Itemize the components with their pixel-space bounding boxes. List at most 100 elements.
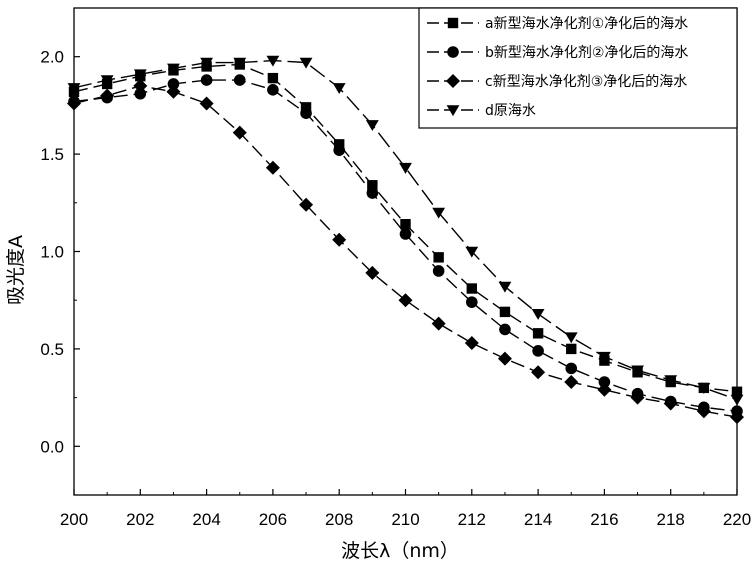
data-point	[333, 144, 346, 157]
x-tick-label: 210	[391, 510, 419, 529]
data-point	[532, 328, 544, 339]
data-point	[532, 345, 544, 357]
y-tick-label: 1.5	[40, 145, 64, 164]
x-axis-title: 波长λ（nm）	[341, 540, 459, 561]
data-point	[432, 265, 445, 277]
data-point	[631, 365, 644, 377]
data-point	[499, 323, 511, 336]
data-point	[663, 396, 678, 411]
data-point	[266, 55, 280, 67]
data-point	[564, 332, 578, 344]
data-point	[200, 57, 213, 69]
data-point	[267, 72, 279, 84]
series-line	[73, 59, 738, 401]
data-point	[598, 351, 611, 363]
x-tick-label: 206	[259, 510, 287, 529]
data-point	[464, 336, 479, 351]
data-point	[398, 293, 413, 308]
data-point	[399, 162, 412, 174]
data-point	[697, 383, 711, 394]
data-point	[497, 351, 512, 366]
data-point	[233, 74, 246, 86]
y-axis-title: 吸光度A	[5, 235, 27, 305]
series-line	[73, 79, 738, 412]
x-tick-label: 212	[458, 510, 486, 529]
data-point	[167, 78, 180, 90]
x-tick-label: 216	[590, 510, 618, 529]
legend-item: c新型海水净化剂③净化后的海水	[427, 74, 687, 90]
legend-label: d原海水	[485, 103, 536, 119]
y-tick-label: 1.0	[40, 243, 64, 262]
data-point	[232, 125, 247, 140]
data-point	[366, 187, 379, 199]
series-line	[73, 85, 738, 418]
data-point	[200, 74, 213, 86]
axis-ticks: 200 202 204 206 208 210 212 214 216 218 220 0.0 0.5 1…	[40, 7, 751, 529]
data-point	[233, 57, 247, 69]
data-point	[431, 316, 446, 331]
data-point	[597, 382, 612, 397]
data-point	[730, 394, 744, 406]
data-point	[100, 75, 114, 87]
series-triangle-down	[67, 55, 744, 406]
data-point	[299, 197, 314, 212]
data-point	[299, 57, 313, 69]
data-point	[167, 63, 180, 75]
data-point	[332, 83, 346, 94]
legend-label: c新型海水净化剂③净化后的海水	[485, 74, 687, 90]
y-tick-label: 0.5	[40, 340, 64, 359]
y-tick-label: 2.0	[40, 48, 64, 67]
data-point	[166, 84, 181, 99]
data-point	[466, 283, 477, 294]
data-point	[433, 252, 444, 263]
legend-box	[418, 7, 738, 129]
data-point	[465, 246, 479, 258]
x-tick-label: 214	[524, 510, 552, 529]
data-point	[531, 309, 545, 320]
data-point	[133, 69, 147, 81]
data-point	[334, 139, 345, 150]
legend-marker	[447, 17, 459, 29]
data-point	[466, 296, 478, 308]
legend-item: b新型海水净化剂②净化后的海水	[427, 45, 688, 61]
data-point	[100, 88, 115, 103]
data-point	[133, 78, 148, 93]
data-point	[365, 120, 379, 131]
data-point	[564, 375, 579, 390]
data-point	[365, 265, 380, 280]
data-point	[399, 228, 412, 240]
data-point	[696, 404, 711, 419]
data-point	[400, 219, 411, 230]
legend: a新型海水净化剂①净化后的海水 b新型海水净化剂②净化后的海水 c新型海水净化剂③净…	[418, 7, 738, 129]
legend-marker	[447, 46, 459, 58]
legend-item: d原海水	[427, 103, 536, 119]
x-tick-label: 204	[192, 510, 220, 529]
data-point	[199, 96, 214, 111]
legend-label: b新型海水净化剂②净化后的海水	[485, 45, 688, 61]
series-group	[67, 55, 744, 425]
data-point	[432, 207, 446, 219]
data-point	[300, 107, 312, 119]
data-point	[267, 84, 279, 96]
x-tick-label: 218	[657, 510, 685, 529]
data-point	[67, 96, 81, 111]
data-point	[531, 365, 546, 380]
data-point	[730, 410, 744, 425]
legend-marker	[446, 74, 460, 88]
data-point	[265, 160, 280, 175]
data-point	[134, 87, 147, 100]
data-point	[367, 180, 378, 191]
data-point	[498, 281, 512, 293]
data-point	[566, 343, 577, 355]
series-diamond	[67, 78, 744, 425]
legend-marker	[446, 105, 460, 117]
data-point	[300, 102, 312, 113]
legend-item: a新型海水净化剂①净化后的海水	[427, 16, 688, 32]
data-point	[499, 306, 511, 318]
data-point	[67, 83, 81, 94]
data-point	[598, 376, 611, 388]
x-tick-label: 200	[60, 510, 88, 529]
data-point	[664, 375, 678, 387]
x-tick-label: 220	[723, 510, 751, 529]
